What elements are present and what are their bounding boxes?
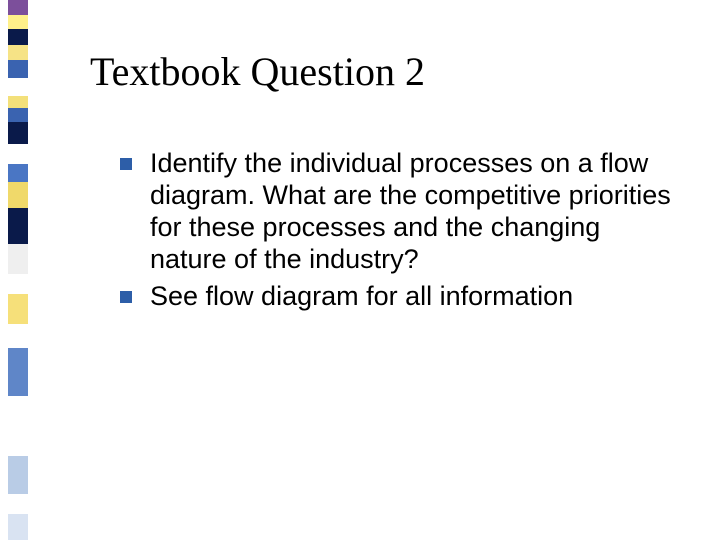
sidebar-chunk: [8, 348, 28, 396]
sidebar-chunk: [8, 29, 28, 45]
sidebar-chunk: [8, 514, 28, 540]
sidebar-chunk: [8, 274, 28, 294]
slide-title: Textbook Question 2: [90, 48, 425, 95]
sidebar-chunk: [8, 494, 28, 514]
sidebar-chunk: [8, 15, 28, 29]
bullet-square-icon: [120, 158, 132, 170]
slide-body: Identify the individual processes on a f…: [120, 148, 680, 319]
sidebar-chunk: [8, 60, 28, 78]
sidebar-chunk: [8, 396, 28, 456]
sidebar-chunk: [8, 122, 28, 144]
sidebar-chunk: [8, 456, 28, 494]
sidebar-chunk: [8, 182, 28, 208]
sidebar-chunk: [8, 108, 28, 122]
bullet-text: Identify the individual processes on a f…: [150, 148, 680, 275]
sidebar-chunk: [8, 0, 28, 15]
bullet-item: Identify the individual processes on a f…: [120, 148, 680, 275]
sidebar-chunk: [8, 208, 28, 244]
bullet-text: See flow diagram for all information: [150, 281, 573, 313]
sidebar-chunk: [8, 244, 28, 274]
sidebar-chunk: [8, 96, 28, 108]
sidebar-chunk: [8, 144, 28, 164]
bullet-item: See flow diagram for all information: [120, 281, 680, 313]
bullet-square-icon: [120, 291, 132, 303]
decorative-sidebar: [0, 0, 36, 540]
sidebar-chunk: [8, 78, 28, 96]
sidebar-chunk: [8, 45, 28, 60]
sidebar-chunk: [8, 164, 28, 182]
sidebar-chunk: [8, 324, 28, 348]
sidebar-chunk: [8, 294, 28, 324]
slide: Textbook Question 2 Identify the individ…: [0, 0, 720, 540]
